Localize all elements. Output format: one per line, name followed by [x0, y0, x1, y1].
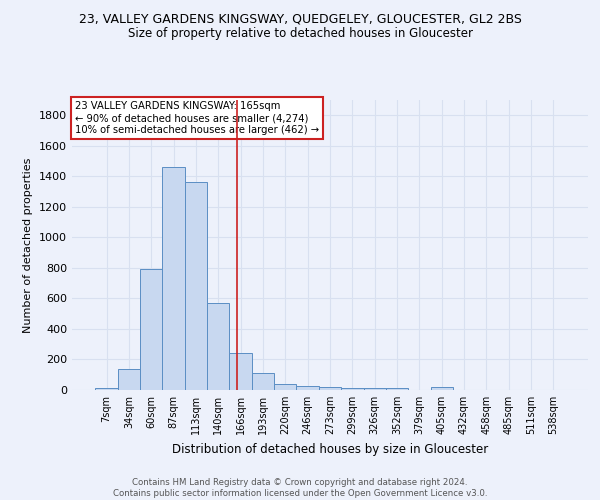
Bar	[207, 303, 229, 390]
X-axis label: Distribution of detached houses by size in Gloucester: Distribution of detached houses by size …	[172, 442, 488, 456]
Text: Size of property relative to detached houses in Gloucester: Size of property relative to detached ho…	[128, 28, 473, 40]
Bar	[386, 388, 408, 390]
Bar	[163, 167, 185, 390]
Bar	[319, 387, 341, 390]
Text: 23, VALLEY GARDENS KINGSWAY, QUEDGELEY, GLOUCESTER, GL2 2BS: 23, VALLEY GARDENS KINGSWAY, QUEDGELEY, …	[79, 12, 521, 26]
Bar	[229, 352, 252, 390]
Bar	[252, 373, 274, 390]
Bar	[118, 370, 140, 390]
Bar	[296, 386, 319, 390]
Bar	[341, 388, 364, 390]
Bar	[185, 182, 207, 390]
Bar	[431, 387, 453, 390]
Bar	[140, 270, 163, 390]
Bar	[95, 388, 118, 390]
Bar	[274, 384, 296, 390]
Y-axis label: Number of detached properties: Number of detached properties	[23, 158, 34, 332]
Text: Contains HM Land Registry data © Crown copyright and database right 2024.
Contai: Contains HM Land Registry data © Crown c…	[113, 478, 487, 498]
Bar	[364, 388, 386, 390]
Text: 23 VALLEY GARDENS KINGSWAY: 165sqm
← 90% of detached houses are smaller (4,274)
: 23 VALLEY GARDENS KINGSWAY: 165sqm ← 90%…	[74, 102, 319, 134]
